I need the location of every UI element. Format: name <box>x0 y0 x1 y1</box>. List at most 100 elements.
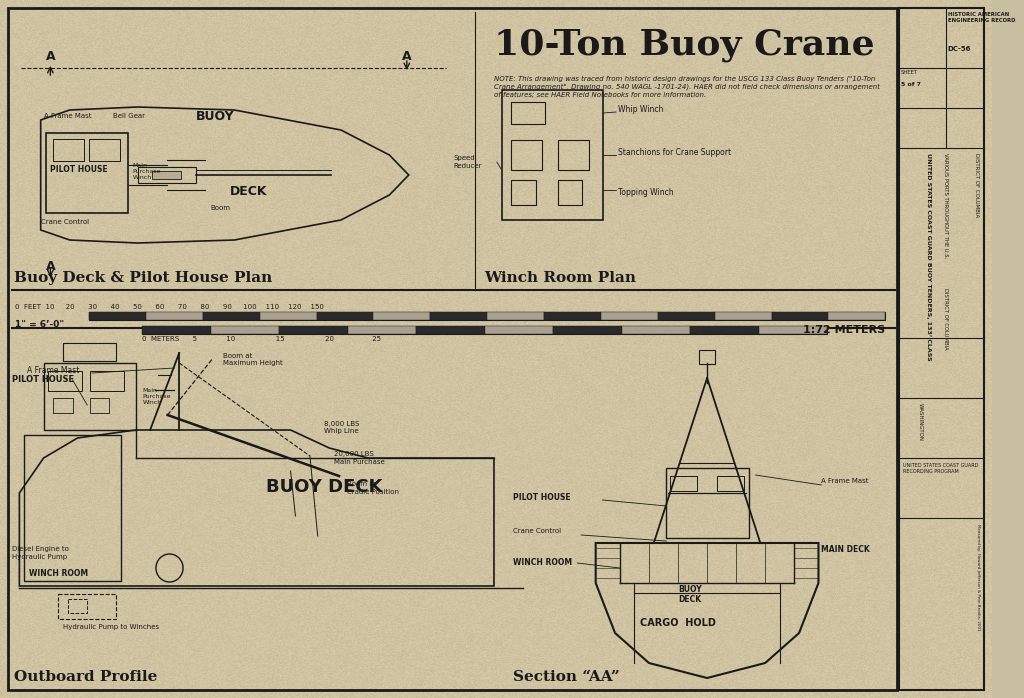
Text: 1" = 6’-0": 1" = 6’-0" <box>15 320 65 329</box>
Text: Main
Purchase
Winch: Main Purchase Winch <box>133 163 161 180</box>
Text: UNITED STATES COAST GUARD
RECORDING PROGRAM: UNITED STATES COAST GUARD RECORDING PROG… <box>903 463 978 474</box>
Text: A: A <box>45 50 55 63</box>
Bar <box>44 363 135 430</box>
Bar <box>8 8 897 690</box>
Text: Hydraulic Pump to Winches: Hydraulic Pump to Winches <box>62 624 159 630</box>
Text: Speed
Reducer: Speed Reducer <box>454 155 482 168</box>
Bar <box>558 180 582 205</box>
Bar <box>771 312 828 320</box>
Bar <box>511 140 543 170</box>
Text: MAIN DECK: MAIN DECK <box>821 545 870 554</box>
Text: CARGO  HOLD: CARGO HOLD <box>640 618 716 628</box>
Text: PILOT HOUSE: PILOT HOUSE <box>50 165 108 174</box>
Bar <box>671 476 697 491</box>
Bar <box>280 326 348 334</box>
Bar <box>502 90 603 220</box>
Bar <box>89 139 120 161</box>
Bar <box>146 312 203 320</box>
Text: 0  FEET  10     20      30      40      50      60      70      80      90     1: 0 FEET 10 20 30 40 50 60 70 80 90 1 <box>15 304 325 310</box>
Bar <box>53 139 84 161</box>
Text: 5 of 7: 5 of 7 <box>901 82 921 87</box>
Bar <box>690 326 759 334</box>
Bar <box>153 171 181 179</box>
Text: Boom at
Maximum Height: Boom at Maximum Height <box>223 353 283 366</box>
Bar <box>484 326 553 334</box>
Bar <box>316 312 374 320</box>
Bar <box>717 476 743 491</box>
Bar <box>62 343 117 361</box>
Text: NOTE: This drawing was traced from historic design drawings for the USCG 133 Cla: NOTE: This drawing was traced from histo… <box>494 75 880 97</box>
Bar <box>899 8 984 690</box>
Text: A Frame Mast: A Frame Mast <box>27 366 80 375</box>
Bar <box>601 312 657 320</box>
Bar <box>68 599 87 613</box>
Text: SHEET: SHEET <box>901 70 918 75</box>
Bar <box>25 435 121 581</box>
Text: Stanchions for Crane Support: Stanchions for Crane Support <box>617 148 731 157</box>
Bar <box>348 326 417 334</box>
Text: DISTRICT OF COLUMBIA: DISTRICT OF COLUMBIA <box>974 153 979 217</box>
Bar <box>58 594 117 619</box>
Text: Main
Purchase
Winch: Main Purchase Winch <box>142 388 171 406</box>
Bar <box>137 167 196 183</box>
Text: A: A <box>402 50 412 63</box>
Bar <box>142 326 211 334</box>
Bar <box>374 312 430 320</box>
Text: 10-Ton Buoy Crane: 10-Ton Buoy Crane <box>494 28 874 62</box>
Text: Section “AA”: Section “AA” <box>513 670 621 684</box>
Bar <box>48 371 82 391</box>
Text: 1:72 METERS: 1:72 METERS <box>803 325 885 335</box>
Text: VARIOUS PORTS THROUGHOUT THE U.S.: VARIOUS PORTS THROUGHOUT THE U.S. <box>943 153 948 258</box>
Text: PILOT HOUSE: PILOT HOUSE <box>513 493 571 502</box>
Bar <box>53 398 73 413</box>
Bar <box>90 398 110 413</box>
Text: WINCH ROOM: WINCH ROOM <box>29 569 88 578</box>
Text: Measured by: Howard Jefferson & Pete Brooks, 2001: Measured by: Howard Jefferson & Pete Bro… <box>976 524 980 630</box>
Bar <box>417 326 484 334</box>
Bar <box>699 350 715 364</box>
Bar <box>89 312 886 320</box>
Bar <box>715 312 771 320</box>
Bar <box>487 312 544 320</box>
Text: HISTORIC AMERICAN
ENGINEERING RECORD: HISTORIC AMERICAN ENGINEERING RECORD <box>947 12 1015 23</box>
Text: Crane Control: Crane Control <box>41 219 89 225</box>
Text: A Frame Mast: A Frame Mast <box>44 113 91 119</box>
Bar <box>553 326 622 334</box>
Text: UNITED STATES COAST GUARD BUOY TENDERS, 133’ CLASS: UNITED STATES COAST GUARD BUOY TENDERS, … <box>926 153 931 361</box>
Text: Bell Gear: Bell Gear <box>114 113 145 119</box>
Bar <box>558 140 589 170</box>
Bar <box>511 180 536 205</box>
Text: Whip Winch: Whip Winch <box>617 105 664 114</box>
Text: DECK: DECK <box>678 595 701 604</box>
Bar <box>511 102 546 124</box>
Bar <box>203 312 260 320</box>
Bar <box>759 326 827 334</box>
Bar <box>142 326 827 334</box>
Text: Crane Control: Crane Control <box>513 528 561 534</box>
Bar <box>667 468 749 538</box>
Text: WINCH ROOM: WINCH ROOM <box>513 558 572 567</box>
Text: PILOT HOUSE: PILOT HOUSE <box>11 375 74 384</box>
Text: DECK: DECK <box>229 185 267 198</box>
Text: 20,000 LBS
Main Purchase: 20,000 LBS Main Purchase <box>334 451 385 464</box>
Text: WASHINGTON: WASHINGTON <box>918 403 923 441</box>
Text: Boom in
Cradle Position: Boom in Cradle Position <box>347 481 398 494</box>
Text: Buoy Deck & Pilot House Plan: Buoy Deck & Pilot House Plan <box>13 271 271 285</box>
Text: Topping Winch: Topping Winch <box>617 188 674 197</box>
Bar <box>430 312 487 320</box>
Text: Diesel Engine to
Hydraulic Pump: Diesel Engine to Hydraulic Pump <box>11 546 69 560</box>
Text: BUOY: BUOY <box>196 110 234 123</box>
Bar <box>622 326 690 334</box>
Text: Boom: Boom <box>210 205 230 211</box>
Bar <box>90 371 124 391</box>
Bar <box>657 312 715 320</box>
Text: BUOY DECK: BUOY DECK <box>266 478 383 496</box>
Bar <box>828 312 886 320</box>
Text: A: A <box>45 260 55 273</box>
Text: Outboard Profile: Outboard Profile <box>13 670 157 684</box>
Text: 0  METERS      5             10                  15                  20         : 0 METERS 5 10 15 20 <box>142 336 381 342</box>
Bar <box>211 326 280 334</box>
Text: 8,000 LBS
Whip Line: 8,000 LBS Whip Line <box>325 421 359 434</box>
Text: Winch Room Plan: Winch Room Plan <box>484 271 636 285</box>
Bar <box>544 312 601 320</box>
